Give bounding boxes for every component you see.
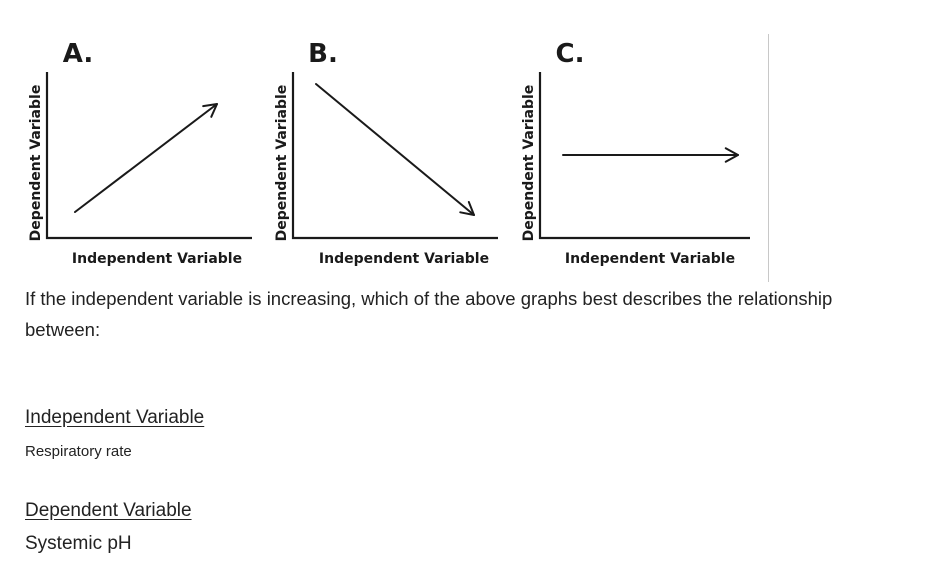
dependent-variable-heading: Dependent Variable — [25, 500, 192, 521]
graph-b-arrowhead — [459, 200, 475, 216]
graph-c-xlabel: Independent Variable — [565, 251, 735, 267]
graph-b-trend-line — [315, 83, 475, 216]
graph-c-label: C. — [556, 39, 585, 69]
graph-c-axes — [538, 72, 750, 240]
graph-a-label: A. — [63, 39, 93, 69]
graph-a-xlabel: Independent Variable — [72, 251, 242, 267]
graphs-figure: A. Independent Variable Dependent Variable… — [28, 34, 769, 282]
graph-c-ylabel: Dependent Variable — [521, 85, 537, 242]
graph-c-arrowhead — [724, 147, 739, 163]
dependent-variable-value: Systemic pH — [25, 533, 132, 554]
question-text: If the independent variable is increasin… — [25, 288, 833, 340]
graph-b-label: B. — [308, 39, 338, 69]
graph-a-arrowhead — [202, 103, 218, 118]
graph-b-ylabel: Dependent Variable — [274, 85, 290, 242]
independent-variable-value: Respiratory rate — [25, 443, 132, 460]
independent-variable-heading: Independent Variable — [25, 407, 205, 428]
graph-a-trend-line — [74, 103, 218, 213]
graph-a-axes — [45, 72, 252, 240]
graph-b-axes — [291, 72, 498, 240]
graph-a-ylabel: Dependent Variable — [28, 85, 44, 242]
graph-b-xlabel: Independent Variable — [319, 251, 489, 267]
